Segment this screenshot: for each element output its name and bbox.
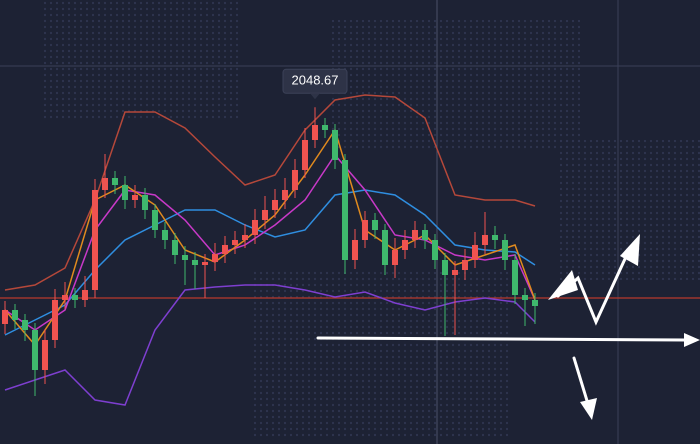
candle-body [362, 220, 368, 240]
candle-body [282, 190, 288, 200]
candle-body [132, 195, 138, 200]
map-dots [330, 20, 580, 150]
candle-body [242, 235, 248, 240]
arrowhead [548, 270, 578, 300]
map-dots [250, 270, 510, 440]
candle-body [112, 178, 118, 185]
candle-body [532, 300, 538, 306]
map-dots [40, 0, 240, 120]
candle-body [452, 270, 458, 275]
candle-body [372, 220, 378, 230]
candle-body [472, 245, 478, 260]
arrowhead [620, 234, 640, 266]
candle-body [382, 230, 388, 265]
candle-body [462, 260, 468, 270]
candle-body [72, 295, 78, 300]
candle-body [512, 260, 518, 295]
arrow [316, 336, 688, 342]
candle-body [262, 210, 268, 220]
candle-body [312, 125, 318, 140]
candle-body [62, 295, 68, 300]
candle-body [272, 200, 278, 210]
candle-body [52, 300, 58, 340]
arrow [572, 356, 590, 406]
candle-body [432, 240, 438, 260]
plot-area: 2048.67 [0, 68, 700, 406]
candle-body [392, 250, 398, 265]
arrowhead [580, 398, 597, 420]
candle-body [492, 235, 498, 240]
candle-body [322, 125, 328, 130]
candle-body [102, 178, 108, 190]
candle-body [192, 260, 198, 265]
candle-body [412, 230, 418, 240]
candle-body [202, 262, 208, 265]
arrowhead [684, 333, 700, 347]
candle-body [162, 230, 168, 240]
annotation-arrows [316, 234, 700, 420]
candle-body [502, 240, 508, 260]
candle-body [32, 330, 38, 370]
candle-body [422, 230, 428, 240]
candle-body [22, 320, 28, 330]
candle-body [42, 340, 48, 370]
candle-body [122, 185, 128, 200]
candle-body [172, 240, 178, 255]
candle-body [402, 240, 408, 250]
candle-body [12, 310, 18, 320]
candle-body [332, 130, 338, 160]
candle-body [182, 255, 188, 260]
candle-body [352, 240, 358, 260]
candle-body [92, 190, 98, 290]
candle-body [292, 170, 298, 190]
candle-body [482, 235, 488, 245]
candle-body [222, 245, 228, 254]
candle-body [232, 240, 238, 245]
candle-body [2, 310, 8, 324]
candle-body [152, 210, 158, 230]
candle-body [522, 295, 528, 300]
candle-body [252, 220, 258, 235]
candle-body [82, 290, 88, 300]
candle-body [142, 195, 148, 210]
candle-body [302, 140, 308, 170]
candle-body [342, 160, 348, 260]
peak-label: 2048.67 [292, 73, 339, 88]
candle-body [442, 260, 448, 275]
candle-body [212, 254, 218, 262]
peak-label-pointer [310, 93, 320, 100]
